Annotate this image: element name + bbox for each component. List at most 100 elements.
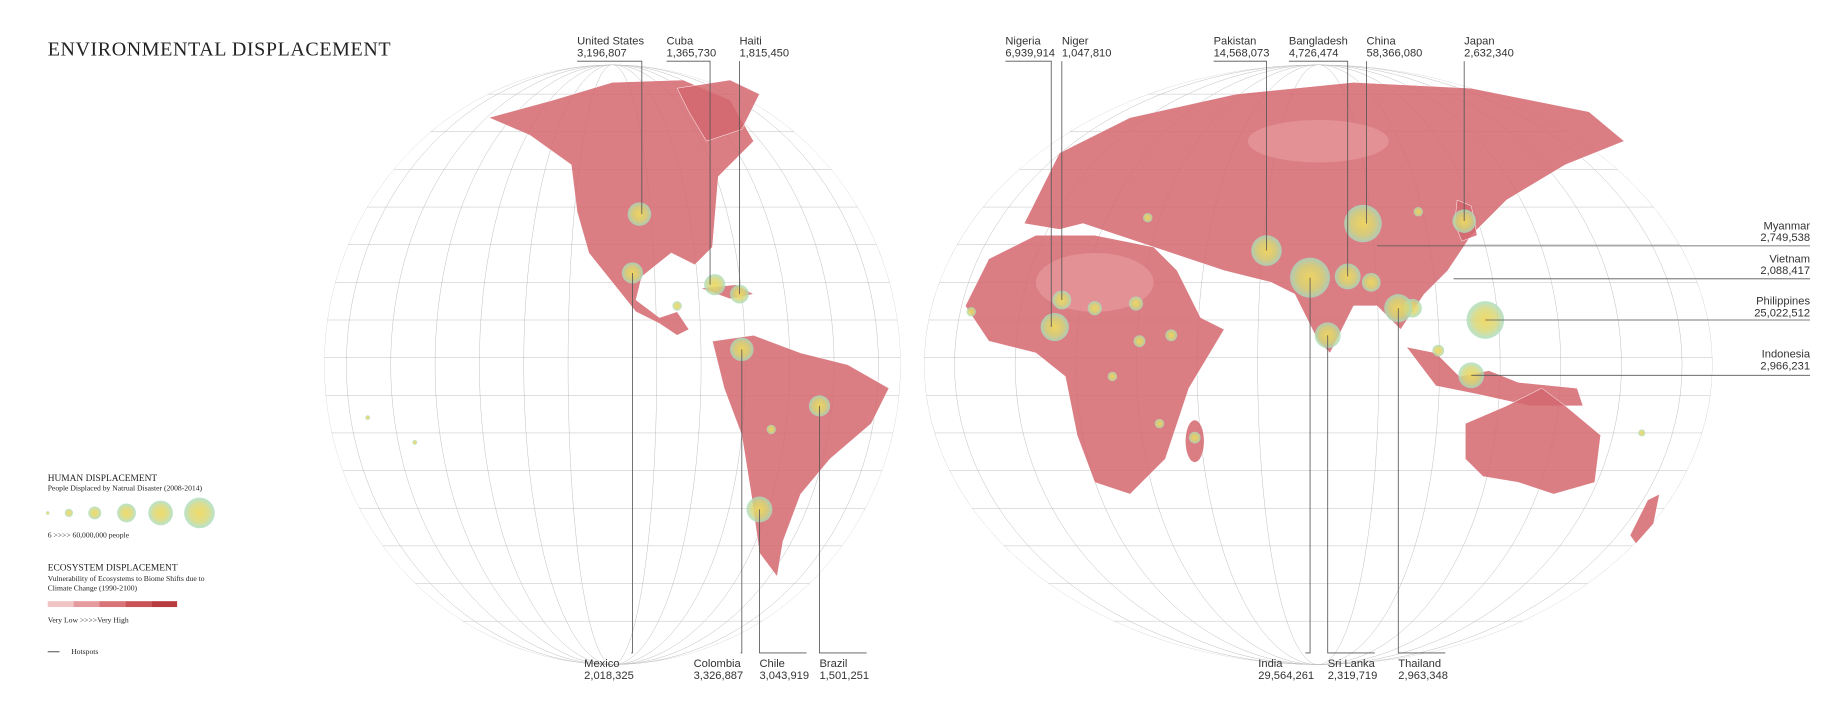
leader-line bbox=[1213, 60, 1267, 251]
country-value: 58,366,080 bbox=[1367, 47, 1423, 59]
meridian bbox=[567, 64, 657, 665]
leader-line bbox=[577, 60, 643, 215]
hotspot bbox=[1154, 418, 1165, 429]
legend-hotspots: Hotspots bbox=[71, 647, 98, 656]
country-value: 2,319,719 bbox=[1328, 670, 1378, 682]
indonesia bbox=[1405, 346, 1584, 407]
meridian bbox=[523, 64, 702, 665]
legend-swatch bbox=[73, 601, 100, 608]
hotspot bbox=[1040, 312, 1069, 342]
country-value: 6,939,914 bbox=[1005, 47, 1055, 59]
country-value: 3,196,807 bbox=[577, 47, 627, 59]
hotspot bbox=[1413, 207, 1423, 217]
meridian bbox=[1014, 64, 1622, 665]
hotspot bbox=[412, 440, 418, 445]
hotspot bbox=[1128, 296, 1143, 311]
siberia-tone bbox=[1247, 120, 1389, 163]
country-name: Chile bbox=[759, 658, 784, 670]
hotspot bbox=[1188, 431, 1201, 444]
country-value: 1,365,730 bbox=[667, 47, 717, 59]
hotspot bbox=[1638, 429, 1646, 437]
legend-bubble bbox=[88, 506, 102, 520]
leader-line bbox=[1288, 60, 1349, 277]
leader-line bbox=[631, 272, 633, 654]
legend-title: ECOSYSTEM DISPLACEMENT bbox=[48, 564, 178, 574]
meridian bbox=[954, 64, 1683, 665]
legend-swatch bbox=[125, 601, 152, 608]
legend-bubble bbox=[64, 508, 73, 518]
title: ENVIRONMENTAL DISPLACEMENT bbox=[48, 38, 391, 60]
south-america bbox=[712, 335, 890, 578]
legend-bubble bbox=[148, 500, 173, 526]
country-value: 2,018,325 bbox=[584, 670, 634, 682]
legend-subtitle: Climate Change (1990-2100) bbox=[48, 584, 138, 593]
minor-hotspots bbox=[365, 207, 1646, 445]
leader-line bbox=[1305, 277, 1311, 654]
country-value: 2,749,538 bbox=[1760, 232, 1810, 244]
hotspot bbox=[1133, 335, 1146, 348]
legend-subtitle: Vulnerability of Ecosystems to Biome Shi… bbox=[48, 574, 205, 583]
country-value: 2,963,348 bbox=[1398, 670, 1448, 682]
country-value: 4,726,474 bbox=[1289, 47, 1339, 59]
leader-line bbox=[1005, 60, 1052, 328]
legend: HUMAN DISPLACEMENT People Displaced by N… bbox=[45, 474, 215, 656]
hotspot bbox=[704, 274, 726, 296]
legend-range: 6 >>>> 60,000,000 people bbox=[48, 531, 130, 540]
country-name: Philippines bbox=[1756, 296, 1810, 308]
country-value: 2,632,340 bbox=[1464, 47, 1514, 59]
country-name: United States bbox=[577, 36, 644, 48]
hotspot bbox=[966, 307, 976, 317]
country-value: 3,043,919 bbox=[759, 670, 809, 682]
leader-line bbox=[1327, 335, 1375, 654]
country-name: Haiti bbox=[739, 36, 761, 48]
leader-line bbox=[666, 60, 711, 285]
country-name: Cuba bbox=[667, 36, 694, 48]
legend-range: Very Low >>>>Very High bbox=[48, 615, 129, 624]
leaders bbox=[577, 60, 1811, 654]
legend-bubble bbox=[184, 497, 215, 529]
country-value: 25,022,512 bbox=[1754, 307, 1810, 319]
leader-line bbox=[819, 405, 867, 654]
country-value: 29,564,261 bbox=[1258, 670, 1314, 682]
hotspot bbox=[672, 301, 682, 311]
legend-swatch bbox=[151, 601, 178, 608]
leader-line bbox=[1397, 308, 1446, 654]
hotspot bbox=[1107, 371, 1118, 382]
country-name: Thailand bbox=[1398, 658, 1441, 670]
landmass bbox=[488, 79, 1660, 578]
leader-line bbox=[740, 349, 743, 654]
country-name: Pakistan bbox=[1214, 36, 1257, 48]
country-name: Niger bbox=[1062, 36, 1089, 48]
hotspot bbox=[621, 262, 643, 284]
country-value: 1,815,450 bbox=[739, 47, 789, 59]
country-name: Colombia bbox=[694, 658, 742, 670]
meridian bbox=[346, 64, 879, 665]
hotspot bbox=[1087, 301, 1102, 316]
country-name: Myanmar bbox=[1764, 220, 1811, 232]
legend-swatch bbox=[47, 601, 74, 608]
country-name: China bbox=[1367, 36, 1397, 48]
country-value: 2,088,417 bbox=[1760, 265, 1810, 277]
hotspot bbox=[627, 202, 652, 226]
legend-bubble bbox=[117, 503, 136, 523]
country-name: Brazil bbox=[819, 658, 847, 670]
country-value: 14,568,073 bbox=[1214, 47, 1270, 59]
country-value: 1,047,810 bbox=[1062, 47, 1112, 59]
africa bbox=[965, 235, 1225, 495]
